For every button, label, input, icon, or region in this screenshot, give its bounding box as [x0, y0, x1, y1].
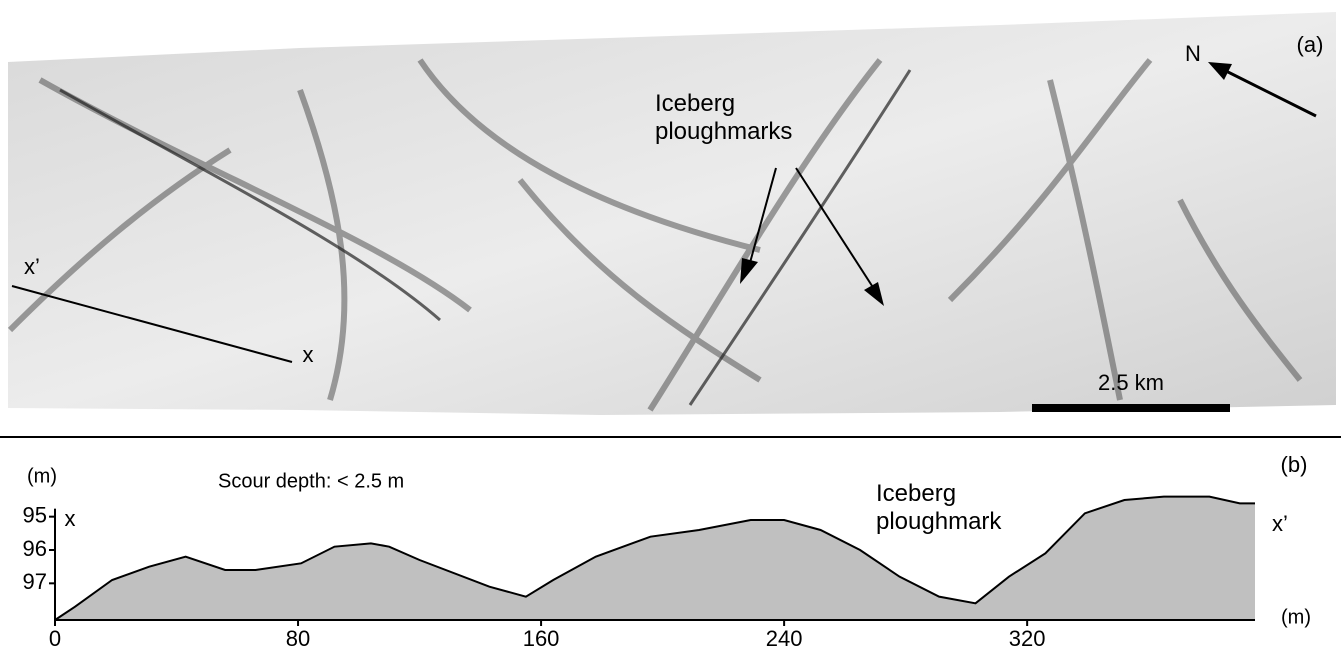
annotation: Iceberg ploughmark — [876, 480, 1066, 536]
annotation: Scour depth: < 2.5 m — [218, 470, 404, 492]
annotation: Iceberg ploughmarks — [655, 90, 855, 146]
x-axis-label: (m) — [1281, 606, 1311, 628]
panel-label: (b) — [1281, 452, 1308, 477]
profile-start-label: x’ — [1272, 511, 1288, 536]
north-label: N — [1185, 41, 1201, 66]
x-tick-label: 80 — [286, 626, 310, 650]
relief-image — [8, 12, 1336, 415]
panel-label: (a) — [1297, 32, 1324, 57]
x-tick-label: 240 — [766, 626, 803, 650]
y-axis-label: (m) — [27, 465, 57, 487]
scale-bar-label: 2.5 km — [1098, 370, 1164, 395]
profile-end-label: x — [303, 342, 314, 367]
area-fill — [55, 497, 1255, 620]
x-tick-label: 0 — [49, 626, 61, 650]
x-tick-label: 320 — [1009, 626, 1046, 650]
y-tick-label: 97 — [23, 569, 47, 594]
x-tick-label: 160 — [523, 626, 560, 650]
y-tick-label: 95 — [23, 502, 47, 527]
profile-start-label: x’ — [24, 254, 40, 279]
page: {"panel_a": {"label": "(a)", "north": "N… — [0, 0, 1341, 650]
y-tick-label: 96 — [23, 536, 47, 561]
profile-end-label: x — [65, 506, 76, 531]
